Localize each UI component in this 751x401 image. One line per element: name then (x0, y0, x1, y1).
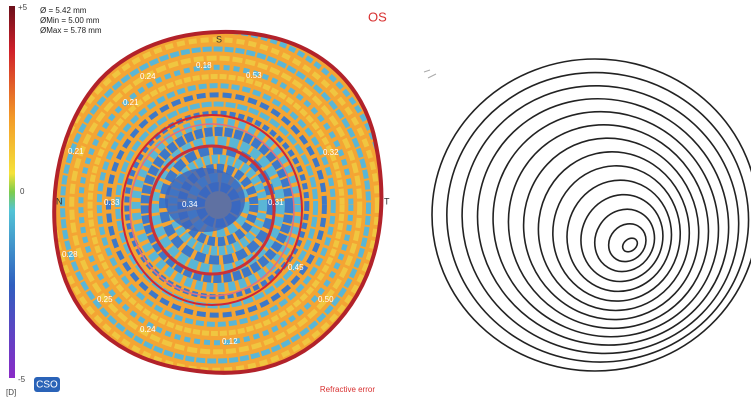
figure: +5 0 -5 [D] 0.24 0.18 0.53 0.21 0.32 0.21 0.28… (0, 0, 751, 401)
loop (583, 198, 666, 283)
map-value: 0.25 (97, 295, 113, 304)
info-line: ØMax = 5.78 mm (40, 26, 102, 35)
map-value: 0.24 (140, 325, 156, 334)
hand-drawing (422, 44, 751, 395)
map-value: 0.33 (104, 198, 120, 207)
caption: Refractive error (320, 385, 375, 394)
map-value: 0.53 (246, 71, 262, 80)
info-line: ØMin = 5.00 mm (40, 16, 100, 25)
center-zone (165, 168, 245, 232)
map-value: 0.28 (62, 250, 78, 259)
stray-mark (424, 70, 436, 78)
direction: T (384, 196, 390, 206)
map-value: 0.12 (222, 337, 238, 346)
info-line: Ø = 5.42 mm (40, 6, 87, 15)
loop (469, 85, 749, 367)
loop (430, 51, 751, 393)
direction: S (216, 34, 222, 44)
scale-label: -5 (18, 375, 26, 384)
map-value: 0.32 (323, 148, 339, 157)
scale-label: +5 (18, 3, 28, 12)
unit-label: [D] (6, 388, 16, 397)
direction: N (56, 196, 63, 206)
map-value: 0.24 (140, 72, 156, 81)
loop (559, 173, 679, 299)
map-value: 0.34 (182, 200, 198, 209)
eye-label: OS (368, 9, 387, 24)
logo-text: CSO (36, 380, 58, 391)
loop (620, 235, 640, 254)
scale-label: 0 (20, 187, 25, 196)
map-value: 0.18 (196, 61, 212, 70)
map-value: 0.50 (318, 295, 334, 304)
map-value: 0.21 (68, 147, 84, 156)
loop (432, 59, 751, 371)
map-value: 0.45 (288, 263, 304, 272)
topography-map (35, 20, 400, 390)
map-value: 0.31 (268, 198, 284, 207)
color-scale (9, 6, 15, 378)
map-value: 0.21 (123, 98, 139, 107)
